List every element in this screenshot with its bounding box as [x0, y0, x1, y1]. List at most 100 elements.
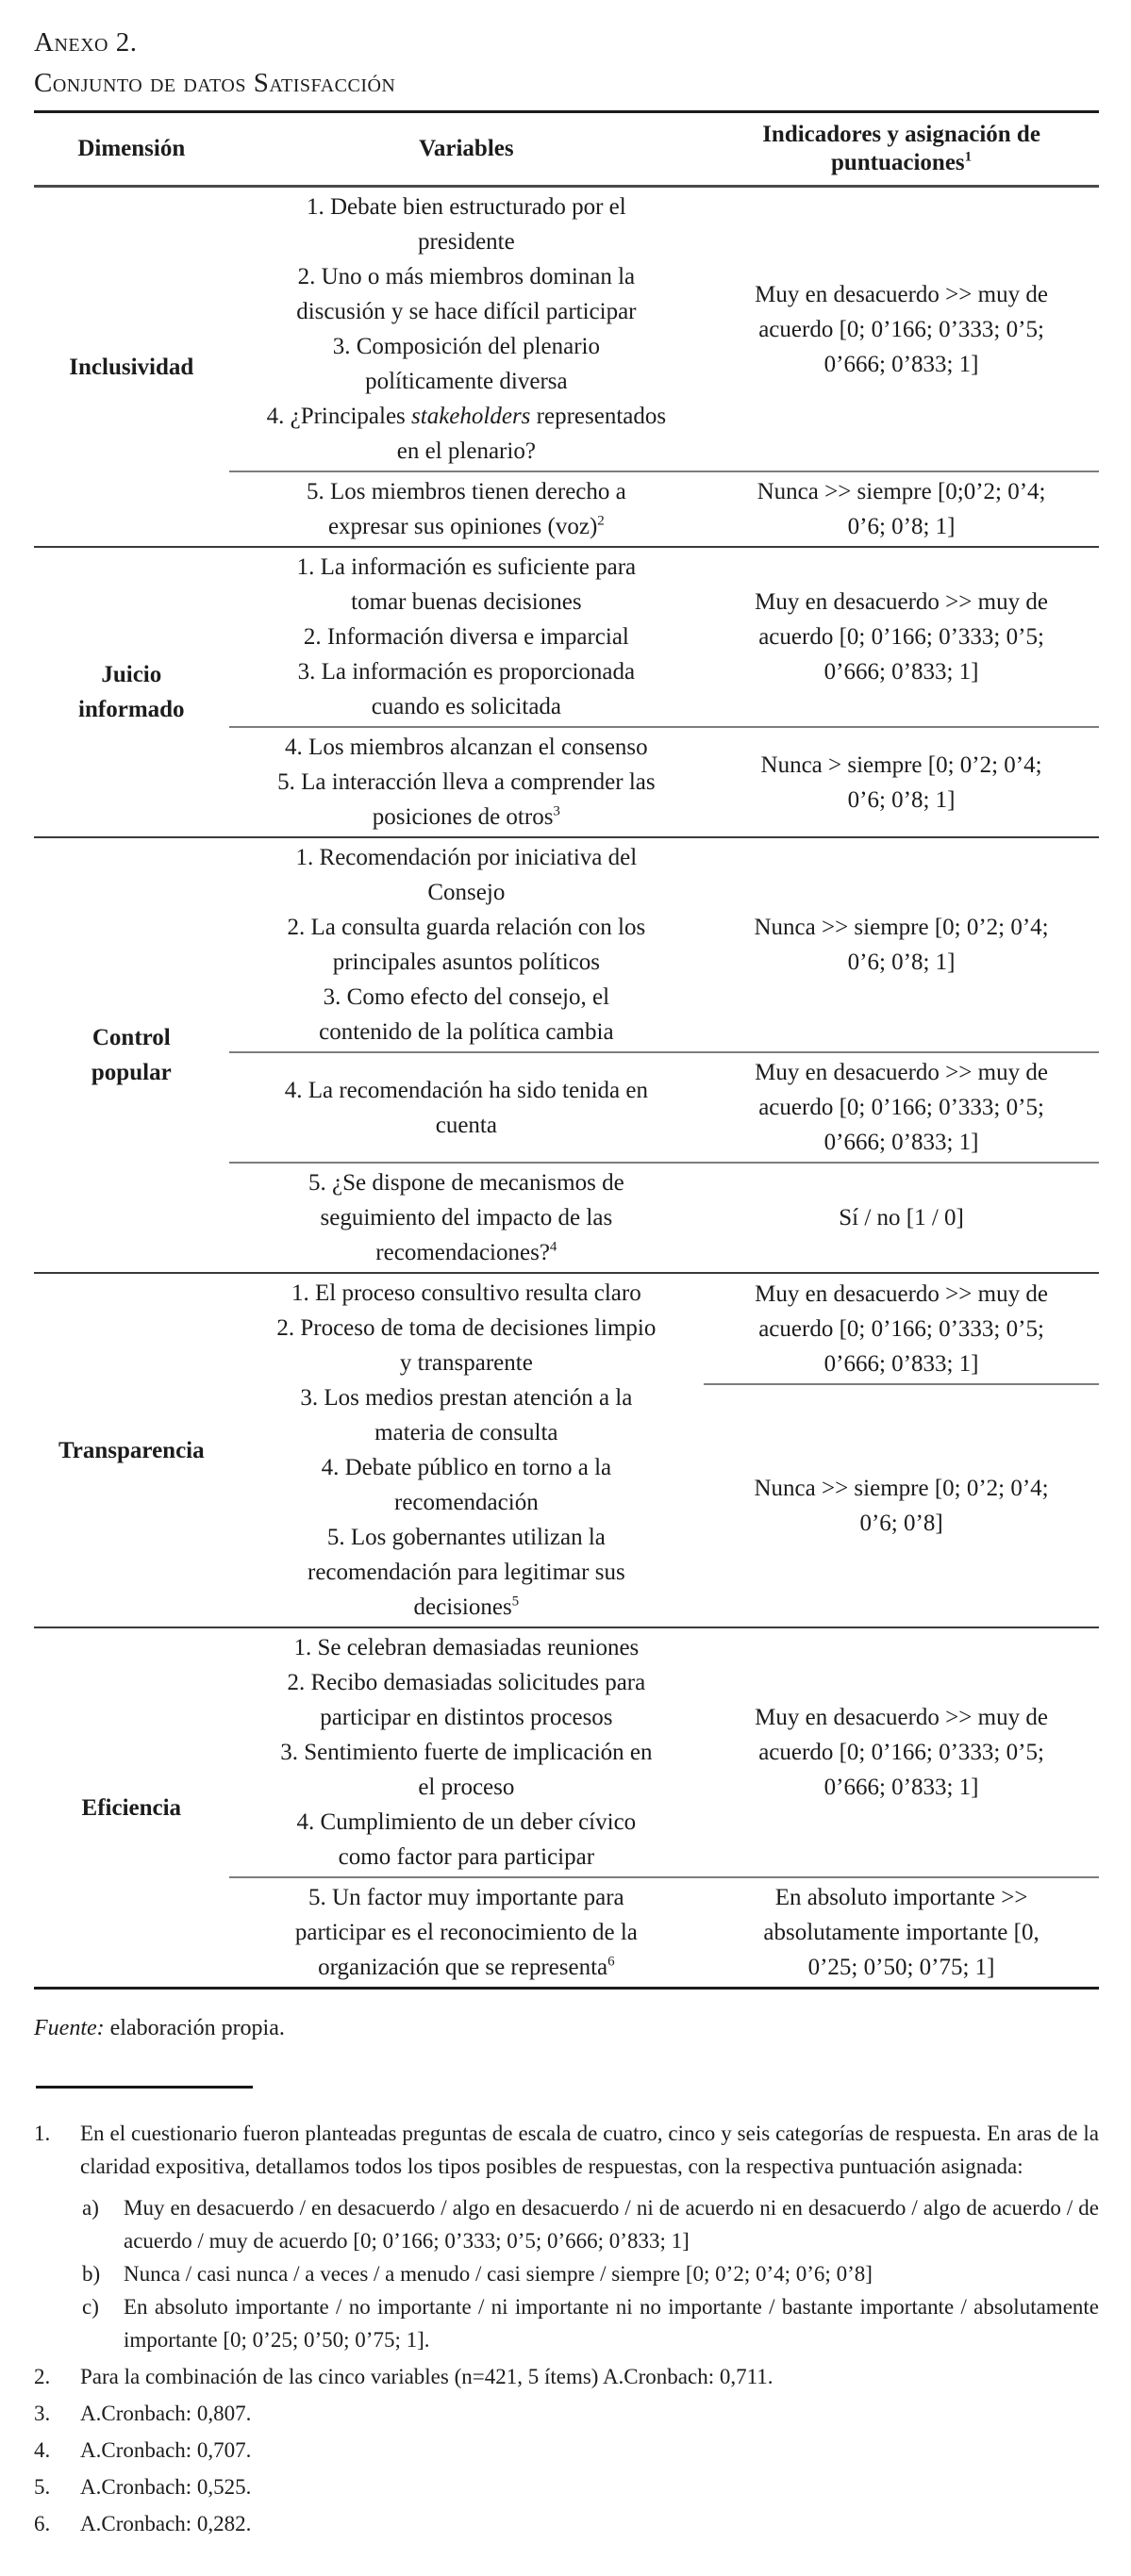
indicator-cell: Muy en desacuerdo >> muy de acuerdo [0; 0… — [704, 1627, 1099, 1877]
text-line: políticamente diversa — [235, 364, 699, 399]
text-segment: 4. Los miembros alcanzan el consenso — [285, 735, 648, 760]
footnote: 5. A.Cronbach: 0,525. — [34, 2470, 1099, 2503]
footnote-body: A.Cronbach: 0,807. — [80, 2397, 1099, 2430]
text-line: Muy en desacuerdo >> muy de — [709, 277, 1093, 312]
text-line: 5. Los miembros tienen derecho a — [235, 474, 699, 509]
table-row: Inclusividad 1. Debate bien estructurado … — [34, 187, 1099, 472]
column-header: Variables — [228, 111, 705, 188]
text-line: decisiones5 — [235, 1590, 699, 1625]
text-line: 4. ¿Principales stakeholders representad… — [235, 399, 699, 434]
text-line: 0’6; 0’8; 1] — [709, 509, 1093, 544]
text-segment: Nunca / casi nunca / a veces / a menudo … — [124, 2262, 873, 2286]
text-line: 4. Cumplimiento de un deber cívico — [235, 1805, 699, 1840]
text-line: Indicadores y asignación de — [709, 121, 1093, 149]
text-line: 1. La información es suficiente para — [235, 550, 699, 585]
indicator-cell: Muy en desacuerdo >> muy de acuerdo [0; 0… — [704, 187, 1099, 472]
text-segment: 5 — [511, 1593, 520, 1610]
dimension-label-cell: Eficiencia — [34, 1627, 229, 1989]
indicator-cell: Sí / no [1 / 0] — [704, 1162, 1099, 1273]
text-line: 5. Un factor muy importante para — [235, 1880, 699, 1915]
text-segment: Muy en desacuerdo >> muy de — [755, 1060, 1048, 1085]
text-line: materia de consulta — [235, 1415, 699, 1450]
text-segment: Muy en desacuerdo >> muy de — [755, 1705, 1048, 1730]
text-segment: 3. Composición del plenario — [332, 334, 600, 359]
text-line: Nunca >> siempre [0; 0’2; 0’4; — [709, 1471, 1093, 1506]
text-segment: En el cuestionario fueron planteadas pre… — [80, 2122, 1099, 2178]
text-line: Dimensión — [40, 135, 224, 163]
text-segment: como factor para participar — [338, 1844, 595, 1870]
text-line: acuerdo [0; 0’166; 0’333; 0’5; — [709, 1735, 1093, 1770]
text-line: 0’666; 0’833; 1] — [709, 654, 1093, 689]
header-row: Dimensión Variables Indicadores y asignaci… — [34, 111, 1099, 188]
text-line: absolutamente importante [0, — [709, 1915, 1093, 1950]
text-segment: 0’666; 0’833; 1] — [823, 1130, 979, 1155]
table-row: 4. Los miembros alcanzan el consenso 5. L… — [34, 726, 1099, 837]
text-segment: Nunca >> siempre [0; 0’2; 0’4; — [754, 915, 1049, 940]
indicator-cell: Muy en desacuerdo >> muy de acuerdo [0; 0… — [704, 1051, 1099, 1163]
text-segment: En absoluto importante >> — [774, 1885, 1028, 1910]
text-segment: popular — [91, 1060, 172, 1085]
footnote-subitem: b) Nunca / casi nunca / a veces / a menud… — [82, 2257, 1099, 2290]
text-segment: recomendación para legitimar sus — [308, 1560, 625, 1585]
text-line: 5. Los gobernantes utilizan la — [235, 1520, 699, 1555]
text-segment: participar en distintos procesos — [320, 1705, 613, 1730]
text-line: 5. ¿Se dispone de mecanismos de — [235, 1165, 699, 1200]
text-line: 2. Proceso de toma de decisiones limpio — [235, 1311, 699, 1346]
text-segment: informado — [78, 697, 185, 722]
text-line: principales asuntos políticos — [235, 945, 699, 980]
text-line: 0’666; 0’833; 1] — [709, 1125, 1093, 1160]
text-segment: 4 — [549, 1239, 557, 1255]
text-line: 3. La información es proporcionada — [235, 654, 699, 689]
text-line: 0’666; 0’833; 1] — [709, 1770, 1093, 1805]
text-segment: 0’666; 0’833; 1] — [823, 659, 979, 685]
text-segment: 5. ¿Se dispone de mecanismos de — [308, 1170, 624, 1196]
text-line: participar es el reconocimiento de la — [235, 1915, 699, 1950]
text-line: 1. Se celebran demasiadas reuniones — [235, 1630, 699, 1665]
text-segment: A.Cronbach: 0,807. — [80, 2402, 252, 2425]
text-line: 0’25; 0’50; 0’75; 1] — [709, 1950, 1093, 1985]
text-line: Variables — [235, 135, 699, 163]
text-segment: A.Cronbach: 0,707. — [80, 2438, 252, 2462]
footnote-subitem-text: Muy en desacuerdo / en desacuerdo / algo… — [124, 2191, 1099, 2257]
footnote-text: A.Cronbach: 0,807. — [80, 2397, 1099, 2430]
text-segment: Transparencia — [58, 1437, 205, 1463]
text-line: popular — [40, 1055, 224, 1090]
footnote: 3. A.Cronbach: 0,807. — [34, 2397, 1099, 2430]
text-line: posiciones de otros3 — [235, 800, 699, 834]
text-segment: seguimiento del impacto de las — [320, 1205, 613, 1230]
text-segment: En absoluto importante / no importante /… — [124, 2295, 1099, 2352]
variables-cell: 1. La información es suficiente para toma… — [228, 546, 705, 727]
text-line: Consejo — [235, 875, 699, 910]
text-line: 0’666; 0’833; 1] — [709, 1346, 1093, 1381]
text-segment: 0’666; 0’833; 1] — [823, 351, 979, 377]
table-row: 5. Un factor muy importante para particip… — [34, 1876, 1099, 1989]
column-header: Dimensión — [34, 111, 229, 188]
text-line: cuando es solicitada — [235, 689, 699, 724]
footnote: 6. A.Cronbach: 0,282. — [34, 2507, 1099, 2540]
text-line: 2. Recibo demasiadas solicitudes para — [235, 1665, 699, 1700]
text-segment: recomendaciones? — [375, 1240, 550, 1265]
footnote-subitem-text: En absoluto importante / no importante /… — [124, 2290, 1099, 2356]
footnote-number: 3. — [34, 2402, 51, 2425]
text-segment: 0’6; 0’8; 1] — [847, 786, 956, 813]
text-line: en el plenario? — [235, 434, 699, 469]
text-line: 1. Debate bien estructurado por el — [235, 190, 699, 224]
text-line: Transparencia — [40, 1433, 224, 1468]
table-row: Juicio informado 1. La información es sufi… — [34, 546, 1099, 837]
satisfaction-dataset-table: Dimensión Variables Indicadores y asignaci… — [34, 110, 1099, 1990]
text-segment: 1. Debate bien estructurado por el — [306, 194, 626, 220]
footnote: 2. Para la combinación de las cinco varia… — [34, 2360, 1099, 2393]
text-line: Nunca >> siempre [0;0’2; 0’4; — [709, 474, 1093, 509]
text-line: recomendación para legitimar sus — [235, 1555, 699, 1590]
text-segment: acuerdo [0; 0’166; 0’333; 0’5; — [758, 1315, 1044, 1342]
variables-cell: 5. ¿Se dispone de mecanismos de seguimien… — [228, 1162, 705, 1273]
text-segment: cuando es solicitada — [371, 694, 562, 719]
footnote-body: Para la combinación de las cinco variabl… — [80, 2360, 1099, 2393]
table-body: Inclusividad 1. Debate bien estructurado … — [34, 187, 1099, 1989]
text-line: acuerdo [0; 0’166; 0’333; 0’5; — [709, 619, 1093, 654]
text-line: En absoluto importante >> — [709, 1880, 1093, 1915]
text-segment: Nunca >> siempre [0; 0’2; 0’4; — [754, 1476, 1049, 1502]
footnote-number: 1. — [34, 2122, 51, 2145]
text-line: como factor para participar — [235, 1840, 699, 1874]
